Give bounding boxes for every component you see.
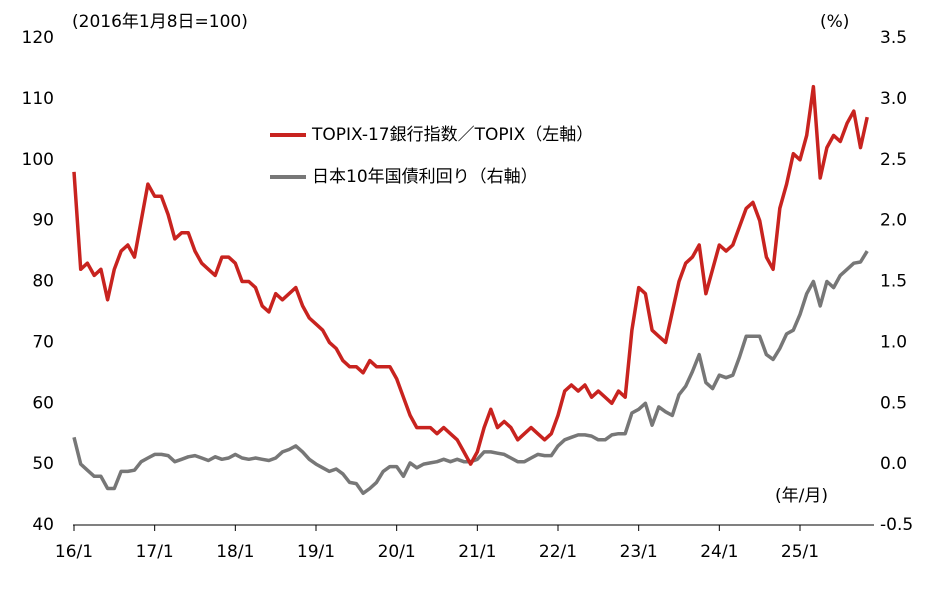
- y2-tick-label: 1.5: [880, 272, 907, 292]
- y2-tick-label: 1.0: [880, 332, 907, 352]
- y-tick-label: 40: [32, 515, 54, 535]
- y-tick-label: 60: [32, 393, 54, 413]
- series-line: [72, 84, 869, 466]
- y2-tick-label: 2.5: [880, 150, 907, 170]
- y-tick-label: 50: [32, 454, 54, 474]
- legend-label: 日本10年国債利回り（右軸）: [312, 167, 538, 187]
- x-axis-note: (年/月): [775, 486, 828, 506]
- y2-tick-label: -0.5: [880, 515, 913, 535]
- y-tick-label: 70: [32, 332, 54, 352]
- x-tick-label: 24/1: [700, 542, 738, 562]
- y-tick-label: 100: [22, 150, 54, 170]
- legend-label: TOPIX-17銀行指数／TOPIX（左軸）: [311, 125, 593, 145]
- series-line: [72, 250, 869, 496]
- y-axis-note: (2016年1月8日=100): [72, 12, 248, 32]
- y-tick-label: 110: [22, 89, 54, 109]
- y2-tick-label: 3.5: [880, 28, 907, 48]
- x-tick-label: 21/1: [458, 542, 496, 562]
- x-tick-label: 25/1: [781, 542, 819, 562]
- y-tick-label: 90: [32, 211, 54, 231]
- y2-tick-label: 0.5: [880, 393, 907, 413]
- x-tick-label: 20/1: [378, 542, 416, 562]
- x-tick-label: 16/1: [55, 542, 93, 562]
- x-tick-label: 17/1: [136, 542, 174, 562]
- y-tick-label: 80: [32, 272, 54, 292]
- y2-axis-note: (%): [820, 12, 849, 32]
- x-tick-label: 22/1: [539, 542, 577, 562]
- y2-tick-label: 2.0: [880, 211, 907, 231]
- y-tick-label: 120: [22, 28, 54, 48]
- x-tick-label: 18/1: [216, 542, 254, 562]
- x-tick-label: 19/1: [297, 542, 335, 562]
- y2-tick-label: 3.0: [880, 89, 907, 109]
- x-tick-label: 23/1: [620, 542, 658, 562]
- y2-tick-label: 0.0: [880, 454, 907, 474]
